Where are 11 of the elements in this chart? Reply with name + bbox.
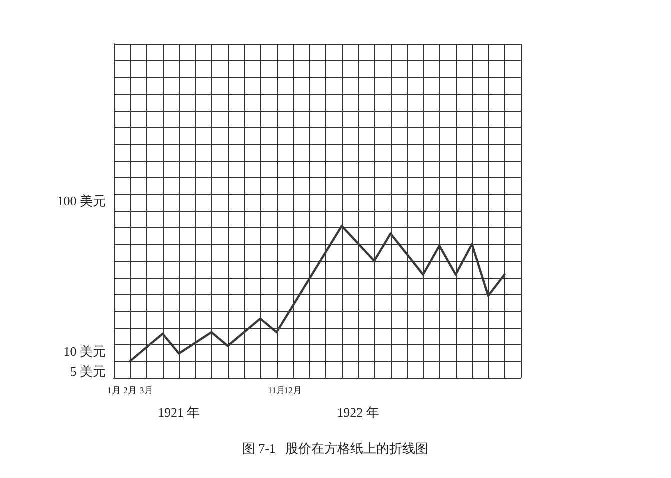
text: 1922 年 — [337, 405, 380, 420]
text: 图 7-1 股价在方格纸上的折线图 — [242, 441, 429, 456]
x-tick-label: 2月 — [124, 386, 138, 396]
text: 100 美元 — [57, 193, 106, 208]
x-tick-label: 11月 — [268, 386, 286, 396]
x-tick-label: 12月 — [284, 386, 302, 396]
text: 1921 年 — [158, 405, 200, 420]
x-tick-label: 1月 — [107, 386, 121, 396]
x-tick-label: 3月 — [140, 386, 154, 396]
text: 5 美元 — [70, 364, 106, 379]
text: 10 美元 — [64, 344, 106, 359]
